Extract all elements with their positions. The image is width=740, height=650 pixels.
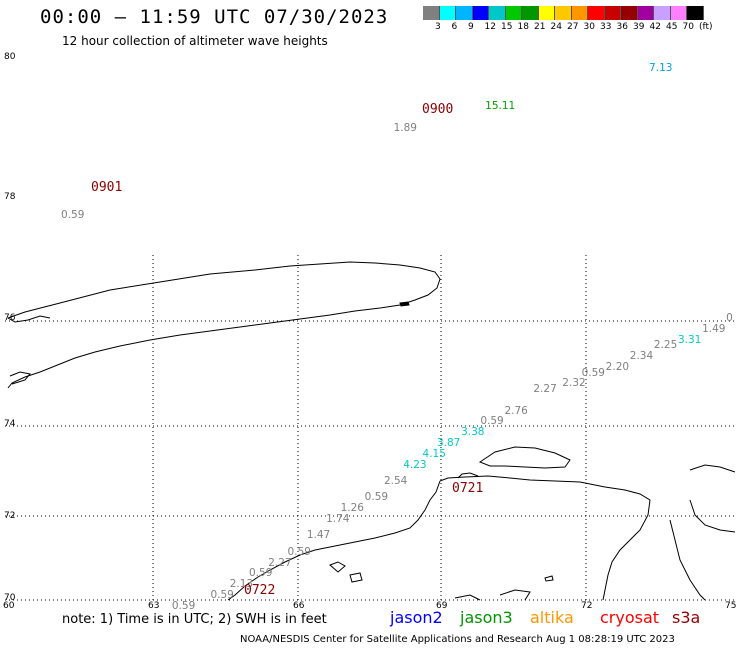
- legend-tick: 42: [649, 22, 661, 32]
- map-subtitle: 12 hour collection of altimeter wave hei…: [62, 34, 328, 48]
- wave-height-value: 0.59: [480, 415, 504, 428]
- wave-height-value: 0.59: [287, 545, 311, 558]
- longitude-label: 69: [436, 601, 448, 611]
- color-legend: [423, 5, 704, 24]
- wave-height-value: 0.59: [61, 209, 85, 222]
- legend-tick: 12: [484, 22, 496, 32]
- latitude-label: 72: [4, 511, 16, 521]
- wave-height-value: 0.59: [171, 600, 196, 612]
- latitude-label: 80: [4, 52, 16, 62]
- legend-tick: 70: [682, 22, 694, 32]
- legend-swatch: [538, 6, 555, 20]
- latitude-label: 78: [4, 192, 16, 202]
- wave-height-value: 2.76: [504, 404, 528, 417]
- wave-height-value: 2.32: [562, 377, 586, 390]
- wave-height-value: 0.59: [364, 491, 389, 504]
- coastline: [7, 261, 736, 601]
- latitude-label: 76: [4, 313, 16, 323]
- legend-swatch: [687, 6, 704, 20]
- footer-credit: NOAA/NESDIS Center for Satellite Applica…: [240, 634, 675, 645]
- legend-tick: 30: [583, 22, 595, 32]
- longitude-label: 75: [725, 601, 737, 611]
- wave-height-value: 7.13: [649, 62, 673, 75]
- wave-height-value: 1.89: [393, 122, 417, 135]
- wave-height-value: 15.11: [485, 100, 516, 113]
- wave-height-value: 2.34: [629, 350, 654, 363]
- legend-swatch: [654, 6, 671, 20]
- longitude-label: 60: [3, 601, 15, 611]
- legend-swatch: [456, 6, 473, 20]
- wave-height-value: 3.31: [677, 333, 702, 346]
- satellite-name: cryosat: [600, 608, 660, 627]
- wave-height-value: 2.20: [605, 361, 630, 374]
- wave-height-value: 1.47: [306, 529, 331, 542]
- legend-swatch: [423, 6, 440, 20]
- wave-height-value: 2.13: [229, 578, 254, 591]
- wave-height-value: 2.25: [653, 339, 678, 352]
- wave-height-value: 3.38: [461, 426, 485, 439]
- pass-time-label: 0901: [91, 180, 123, 195]
- legend-swatch: [670, 6, 687, 20]
- legend-tick: 18: [517, 22, 529, 32]
- longitude-label: 66: [293, 601, 305, 611]
- note-text: note: 1) Time is in UTC; 2) SWH is in fe…: [62, 612, 327, 627]
- legend-tick: 33: [600, 22, 612, 32]
- wave-height-value: 1.74: [326, 513, 350, 526]
- legend-tick: 27: [567, 22, 579, 32]
- wave-height-value: 3.87: [436, 437, 461, 450]
- legend-swatch: [522, 6, 539, 20]
- legend-swatch: [489, 6, 506, 20]
- satellite-name: jason2: [390, 608, 443, 627]
- satellite-name: altika: [530, 608, 574, 627]
- wave-height-value: 2.54: [383, 475, 408, 488]
- legend-tick: 9: [468, 22, 474, 32]
- legend-tick: 36: [616, 22, 628, 32]
- legend-swatch: [555, 6, 572, 20]
- legend-tick: 15: [501, 22, 513, 32]
- legend-tick: 21: [534, 22, 546, 32]
- satellite-name: jason3: [460, 608, 513, 627]
- latitude-label: 70: [4, 593, 16, 603]
- satellite-name: s3a: [672, 608, 701, 627]
- legend-tick: 39: [633, 22, 645, 32]
- legend-swatch: [472, 6, 489, 20]
- legend-tick: 3: [435, 22, 441, 32]
- longitude-label: 72: [581, 601, 593, 611]
- pass-time-label: 0721: [452, 481, 484, 496]
- wave-height-value: 0: [726, 312, 733, 325]
- wave-height-value: 1.49: [702, 323, 726, 336]
- legend-tick: (ft): [699, 22, 713, 32]
- map-title: 00:00 – 11:59 UTC 07/30/2023: [40, 6, 389, 28]
- legend-tick: 24: [550, 22, 562, 32]
- pass-time-label: 0722: [244, 583, 276, 598]
- legend-swatch: [588, 6, 605, 20]
- longitude-label: 63: [148, 601, 160, 611]
- legend-swatch: [621, 6, 638, 20]
- legend-swatch: [505, 6, 522, 20]
- pass-time-label: 0900: [422, 102, 454, 117]
- legend-swatch: [439, 6, 456, 20]
- legend-swatch: [571, 6, 588, 20]
- wave-height-value: 4.15: [422, 447, 446, 460]
- wave-height-value: 1.26: [340, 502, 364, 515]
- legend-tick: 6: [451, 22, 458, 32]
- latitude-label: 74: [4, 419, 16, 429]
- wave-height-value: 0.59: [210, 589, 234, 602]
- wave-height-value: 0.59: [581, 366, 605, 379]
- graticule: [5, 255, 735, 601]
- wave-height-value: 0.59: [249, 567, 273, 580]
- legend-swatch: [604, 6, 621, 20]
- wave-height-value: 2.27: [533, 382, 557, 395]
- legend-tick: 45: [666, 22, 678, 32]
- wave-height-value: 2.27: [268, 556, 292, 569]
- legend-swatch: [637, 6, 654, 20]
- wave-height-value: 4.23: [403, 458, 427, 471]
